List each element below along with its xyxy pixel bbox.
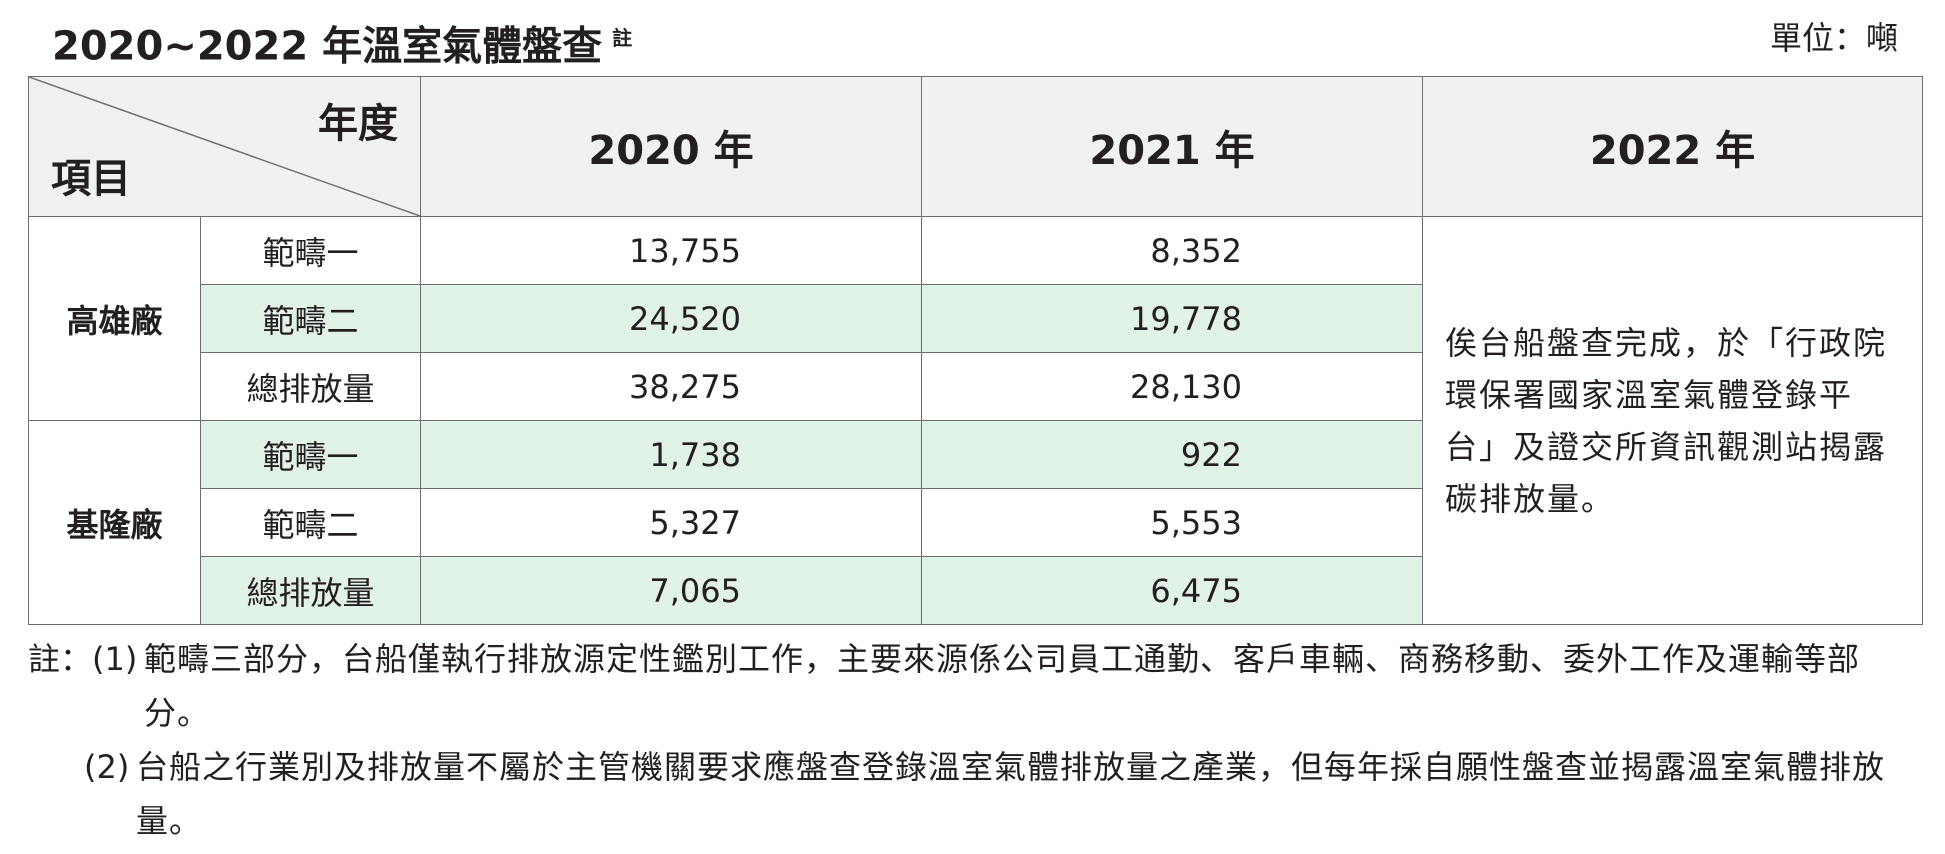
value-2021: 8,352 bbox=[1150, 231, 1242, 270]
value-2021: 6,475 bbox=[1150, 571, 1242, 610]
value-cell: 1,738 bbox=[420, 420, 922, 489]
item-cell: 範疇二 bbox=[200, 488, 421, 557]
item-cell: 範疇二 bbox=[200, 284, 421, 353]
footnote-text: 台船之行業別及排放量不屬於主管機關要求應盤查登錄溫室氣體排放量之產業，但每年採自… bbox=[136, 748, 1886, 840]
ghg-inventory-table: 年度 項目 2020 年 2021 年 2022 年 高雄廠 範疇一 13,75… bbox=[28, 76, 1923, 625]
value-cell: 24,520 bbox=[420, 284, 922, 353]
corner-year-label: 年度 bbox=[318, 101, 398, 147]
footnote-number: (2) bbox=[84, 748, 130, 786]
table-row: 總排放量 38,275 28,130 bbox=[29, 352, 1923, 421]
item-cell: 範疇一 bbox=[200, 216, 421, 285]
value-2021: 19,778 bbox=[1130, 299, 1242, 338]
footnotes: 註： (1) 範疇三部分，台船僅執行排放源定性鑑別工作，主要來源係公司員工通勤、… bbox=[28, 632, 1922, 848]
value-cell: 13,755 bbox=[420, 216, 922, 285]
value-cell: 19,778 bbox=[921, 284, 1423, 353]
item-cell: 總排放量 bbox=[200, 556, 421, 625]
value-cell: 8,352 bbox=[921, 216, 1423, 285]
note-2022-cell: 俟台船盤查完成，於「行政院環保署國家溫室氣體登錄平台」及證交所資訊觀測站揭露碳排… bbox=[1422, 216, 1923, 625]
value-cell: 6,475 bbox=[921, 556, 1423, 625]
footnote-prefix-spacer bbox=[28, 740, 84, 848]
table-row: 範疇二 5,327 5,553 bbox=[29, 488, 1923, 557]
value-cell: 38,275 bbox=[420, 352, 922, 421]
year-header-2020: 2020 年 bbox=[420, 76, 922, 217]
value-cell: 7,065 bbox=[420, 556, 922, 625]
plant-keelung: 基隆廠 bbox=[28, 420, 201, 625]
value-cell: 5,553 bbox=[921, 488, 1423, 557]
page-title: 2020~2022 年溫室氣體盤查註 bbox=[52, 10, 632, 74]
footnote-prefix: 註： bbox=[28, 640, 93, 678]
title-note-mark: 註 bbox=[612, 26, 633, 50]
unit-label: 單位：噸 bbox=[1769, 19, 1898, 57]
year-header-2021: 2021 年 bbox=[921, 76, 1423, 217]
table-row: 高雄廠 範疇一 13,755 8,352 俟台船盤查完成，於「行政院環保署國家溫… bbox=[28, 216, 1923, 625]
table-row: 基隆廠 範疇一 1,738 922 bbox=[28, 420, 1923, 625]
value-2020: 7,065 bbox=[649, 571, 741, 610]
value-2021: 28,130 bbox=[1130, 367, 1242, 406]
year-header-2022: 2022 年 bbox=[1422, 76, 1923, 217]
footnote-2: (2) 台船之行業別及排放量不屬於主管機關要求應盤查登錄溫室氣體排放量之產業，但… bbox=[28, 740, 1922, 848]
value-cell: 922 bbox=[921, 420, 1423, 489]
value-2020: 13,755 bbox=[629, 231, 741, 270]
footnote-1: 註： (1) 範疇三部分，台船僅執行排放源定性鑑別工作，主要來源係公司員工通勤、… bbox=[28, 632, 1922, 740]
value-2020: 1,738 bbox=[649, 435, 741, 474]
table-header-row: 年度 項目 2020 年 2021 年 2022 年 bbox=[28, 76, 1923, 217]
diagonal-line bbox=[29, 77, 420, 216]
value-2021: 5,553 bbox=[1150, 503, 1242, 542]
item-cell: 總排放量 bbox=[200, 352, 421, 421]
value-2020: 5,327 bbox=[649, 503, 741, 542]
header: 2020~2022 年溫室氣體盤查註 單位：噸 bbox=[52, 10, 1898, 69]
table-row: 範疇二 24,520 19,778 bbox=[29, 284, 1923, 353]
corner-item-label: 項目 bbox=[51, 156, 131, 202]
value-2020: 38,275 bbox=[629, 367, 741, 406]
value-cell: 28,130 bbox=[921, 352, 1423, 421]
value-cell: 5,327 bbox=[420, 488, 922, 557]
plant-kaohsiung: 高雄廠 bbox=[28, 216, 201, 421]
table-row: 總排放量 7,065 6,475 bbox=[29, 556, 1923, 625]
title-text: 2020~2022 年溫室氣體盤查 bbox=[52, 23, 603, 70]
value-2021: 922 bbox=[1180, 435, 1242, 474]
item-cell: 範疇一 bbox=[200, 420, 421, 489]
corner-header-cell: 年度 項目 bbox=[28, 76, 421, 217]
value-2020: 24,520 bbox=[629, 299, 741, 338]
footnote-text: 範疇三部分，台船僅執行排放源定性鑑別工作，主要來源係公司員工通勤、客戶車輛、商務… bbox=[144, 640, 1861, 732]
footnote-number: (1) bbox=[92, 640, 138, 678]
